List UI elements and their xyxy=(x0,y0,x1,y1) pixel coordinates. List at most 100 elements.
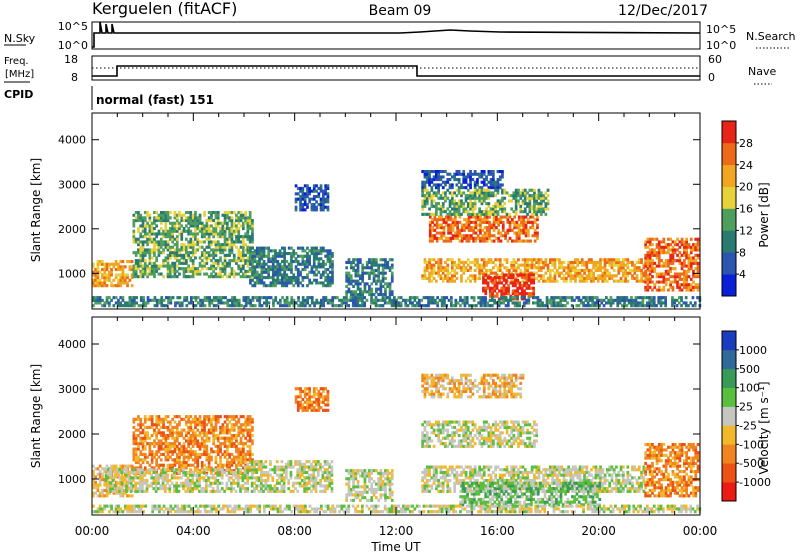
heatmap-cell xyxy=(308,278,311,282)
heatmap-cell xyxy=(244,216,247,220)
heatmap-cell xyxy=(322,192,325,196)
heatmap-cell xyxy=(457,260,461,264)
heatmap-cell xyxy=(166,235,170,239)
heatmap-cell xyxy=(203,431,206,435)
heatmap-cell xyxy=(123,304,127,308)
heatmap-cell xyxy=(132,235,136,239)
heatmap-cell xyxy=(159,245,163,249)
heatmap-cell xyxy=(388,268,392,272)
heatmap-cell xyxy=(200,227,204,231)
heatmap-cell xyxy=(175,221,179,225)
heatmap-cell xyxy=(460,260,463,264)
heatmap-cell xyxy=(242,245,245,249)
heatmap-cell xyxy=(485,263,488,267)
heatmap-cell xyxy=(249,298,252,302)
heatmap-cell xyxy=(542,199,545,203)
heatmap-cell xyxy=(451,268,454,272)
heatmap-cell xyxy=(285,278,289,282)
heatmap-cell xyxy=(626,260,630,264)
heatmap-cell xyxy=(212,232,215,236)
heatmap-cell xyxy=(169,275,172,279)
heatmap-cell xyxy=(491,298,494,302)
heatmap-cell xyxy=(635,279,639,283)
heatmap-cell xyxy=(574,268,577,272)
heatmap-cell xyxy=(473,276,477,280)
heatmap-cell xyxy=(559,298,563,302)
heatmap-cell xyxy=(210,455,213,459)
heatmap-cell xyxy=(101,273,104,277)
heatmap-cell xyxy=(422,304,426,308)
heatmap-cell xyxy=(577,296,581,300)
heatmap-cell xyxy=(342,301,346,305)
heatmap-cell xyxy=(460,172,463,176)
heatmap-cell xyxy=(303,195,307,199)
heatmap-cell xyxy=(235,227,238,231)
heatmap-cell xyxy=(532,292,535,296)
heatmap-cell xyxy=(239,275,243,279)
heatmap-cell xyxy=(660,245,663,249)
heatmap-cell xyxy=(94,268,97,272)
heatmap-cell xyxy=(274,284,277,288)
heatmap-cell xyxy=(530,194,534,198)
heatmap-cell xyxy=(246,264,250,268)
heatmap-cell xyxy=(150,224,154,228)
heatmap-cell xyxy=(285,268,289,272)
heatmap-cell xyxy=(164,450,168,454)
heatmap-cell xyxy=(456,231,459,235)
heatmap-cell xyxy=(662,277,666,281)
heatmap-cell xyxy=(310,298,314,302)
heatmap-cell xyxy=(479,298,483,302)
heatmap-cell xyxy=(356,268,360,272)
heatmap-cell xyxy=(114,260,118,264)
heatmap-cell xyxy=(214,466,218,470)
heatmap-cell xyxy=(324,284,327,288)
heatmap-cell xyxy=(216,248,220,252)
heatmap-cell xyxy=(169,455,172,459)
heatmap-cell xyxy=(467,218,471,222)
heatmap-cell xyxy=(171,221,174,225)
heatmap-cell xyxy=(537,194,541,198)
heatmap-cell xyxy=(428,191,431,195)
heatmap-cell xyxy=(487,188,491,192)
heatmap-cell xyxy=(537,210,541,214)
heatmap-cell xyxy=(644,264,647,268)
colorbar-tick-label: 28 xyxy=(739,137,753,150)
heatmap-cell xyxy=(514,260,518,264)
heatmap-cell xyxy=(310,265,314,269)
heatmap-cell xyxy=(437,258,440,262)
heatmap-cell xyxy=(303,200,307,204)
heatmap-cell xyxy=(444,276,447,280)
heatmap-cell xyxy=(205,261,209,265)
heatmap-cell xyxy=(331,252,334,256)
heatmap-cell xyxy=(146,243,149,247)
heatmap-cell xyxy=(198,240,202,244)
freq-right-label: Nave xyxy=(748,65,776,78)
heatmap-cell xyxy=(446,271,450,275)
heatmap-cell xyxy=(652,304,656,308)
heatmap-cell xyxy=(214,425,218,429)
heatmap-cell xyxy=(494,202,497,206)
heatmap-cell xyxy=(310,197,314,201)
heatmap-cell xyxy=(108,276,111,280)
heatmap-cell xyxy=(521,279,525,283)
heatmap-cell xyxy=(157,463,161,467)
heatmap-cell xyxy=(194,219,197,223)
heatmap-cell xyxy=(105,301,109,305)
heatmap-cell xyxy=(141,259,145,263)
heatmap-cell xyxy=(303,268,307,272)
heatmap-cell xyxy=(235,298,239,302)
heatmap-cell xyxy=(432,199,436,203)
heatmap-cell xyxy=(439,204,443,208)
heatmap-cell xyxy=(134,461,138,465)
heatmap-cell xyxy=(251,298,255,302)
heatmap-cell xyxy=(283,304,287,308)
heatmap-cell xyxy=(310,268,314,272)
heatmap-cell xyxy=(117,262,120,266)
heatmap-cell xyxy=(242,264,245,268)
heatmap-cell xyxy=(425,268,429,272)
heatmap-cell xyxy=(235,301,239,305)
heatmap-cell xyxy=(523,284,526,288)
heatmap-cell xyxy=(496,188,500,192)
heatmap-cell xyxy=(433,228,437,232)
heatmap-cell xyxy=(155,415,158,419)
